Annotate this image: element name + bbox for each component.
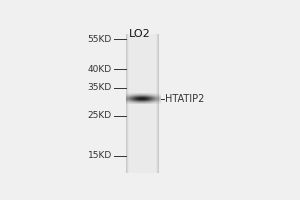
Text: LO2: LO2 xyxy=(129,29,151,39)
Text: 15KD: 15KD xyxy=(88,151,112,160)
Text: HTATIP2: HTATIP2 xyxy=(165,94,205,104)
Text: 25KD: 25KD xyxy=(88,111,112,120)
Text: 35KD: 35KD xyxy=(88,83,112,92)
Text: 55KD: 55KD xyxy=(88,35,112,44)
Text: 40KD: 40KD xyxy=(88,65,112,74)
